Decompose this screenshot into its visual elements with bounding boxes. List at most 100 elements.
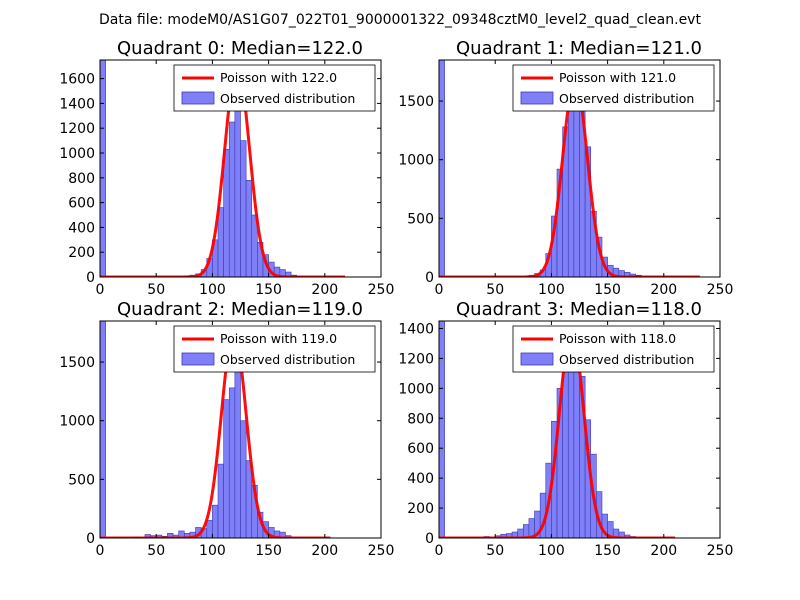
- y-tick-label: 1200: [398, 351, 434, 367]
- legend-bar-swatch: [181, 91, 215, 105]
- x-tick-label: 200: [311, 282, 338, 298]
- y-tick-label: 200: [407, 501, 434, 517]
- y-tick-label: 1600: [59, 72, 95, 88]
- x-tick-label: 200: [650, 282, 677, 298]
- histogram-bar: [439, 60, 445, 277]
- x-tick-label: 200: [311, 543, 338, 559]
- x-tick-label: 200: [650, 543, 677, 559]
- legend-label-observed: Observed distribution: [220, 352, 355, 367]
- histogram-bar: [217, 207, 224, 277]
- y-tick-label: 800: [407, 411, 434, 427]
- histogram-bar: [212, 504, 219, 538]
- histogram-bar: [279, 531, 286, 538]
- x-tick-label: 250: [368, 282, 395, 298]
- y-tick-label: 0: [425, 531, 434, 547]
- x-tick-label: 100: [538, 543, 565, 559]
- y-tick-label: 0: [86, 270, 95, 286]
- x-tick-label: 50: [486, 543, 504, 559]
- legend-label-poisson: Poisson with 122.0: [220, 70, 337, 85]
- legend-label-poisson: Poisson with 119.0: [220, 331, 337, 346]
- x-tick-label: 0: [435, 282, 444, 298]
- y-tick-label: 600: [68, 196, 95, 212]
- y-tick-label: 600: [407, 441, 434, 457]
- x-tick-label: 150: [255, 282, 282, 298]
- y-tick-label: 0: [425, 270, 434, 286]
- x-tick-label: 250: [368, 543, 395, 559]
- x-tick-label: 100: [199, 543, 226, 559]
- y-tick-label: 400: [68, 220, 95, 236]
- legend-bar-swatch: [181, 352, 215, 366]
- poisson-curve: [100, 64, 346, 277]
- y-tick-label: 800: [68, 171, 95, 187]
- plot-area: [439, 321, 676, 538]
- x-tick-label: 50: [486, 282, 504, 298]
- y-tick-label: 1500: [398, 94, 434, 110]
- legend-bar-swatch: [520, 352, 554, 366]
- panel-title-3: Quadrant 3: Median=118.0: [456, 299, 702, 320]
- panel-quadrant-1: Quadrant 1: Median=121.0 0 50 100 150 200 250…: [398, 38, 733, 298]
- x-tick-label: 150: [594, 543, 621, 559]
- legend-label-poisson: Poisson with 118.0: [559, 331, 676, 346]
- x-tick-label: 250: [707, 282, 734, 298]
- panel-quadrant-0: Quadrant 0: Median=122.0 0 50 100 150 200 250…: [59, 38, 394, 298]
- legend-label-observed: Observed distribution: [220, 91, 355, 106]
- histogram-bar: [217, 463, 224, 538]
- x-tick-label: 0: [96, 282, 105, 298]
- histogram-bar: [245, 179, 253, 277]
- y-tick-label: 0: [86, 531, 95, 547]
- histogram-bar: [567, 97, 575, 277]
- histogram-bar: [240, 140, 247, 277]
- legend-label-poisson: Poisson with 121.0: [559, 70, 676, 85]
- axes-frame: [438, 320, 721, 539]
- x-tick-label: 0: [435, 543, 444, 559]
- y-tick-label: 400: [407, 471, 434, 487]
- panel-title-0: Quadrant 0: Median=122.0: [117, 38, 363, 59]
- y-tick-label: 1400: [59, 96, 95, 112]
- poisson-curve: [100, 329, 331, 538]
- plot-area: [100, 60, 346, 277]
- y-tick-label: 1000: [398, 381, 434, 397]
- axes-frame: [99, 320, 382, 539]
- histogram-bar: [228, 387, 236, 538]
- histogram-bar: [234, 100, 241, 277]
- histogram-bar: [234, 368, 241, 538]
- histogram-bar: [285, 271, 292, 277]
- panel-quadrant-2: Quadrant 2: Median=119.0 0 50 100 150 200 250…: [59, 299, 394, 559]
- y-tick-label: 1500: [59, 355, 95, 371]
- histogram-bar: [240, 420, 247, 538]
- y-tick-label: 1000: [59, 146, 95, 162]
- legend-label-observed: Observed distribution: [559, 352, 694, 367]
- y-tick-label: 1400: [398, 321, 434, 337]
- histogram-bar: [439, 321, 445, 538]
- histogram-bar: [573, 83, 580, 277]
- x-tick-label: 150: [594, 282, 621, 298]
- axes-frame: [438, 59, 721, 278]
- x-tick-label: 250: [707, 543, 734, 559]
- axes-frame: [99, 59, 382, 278]
- y-tick-label: 1200: [59, 121, 95, 137]
- x-tick-label: 0: [96, 543, 105, 559]
- legend-bar-swatch: [520, 91, 554, 105]
- histogram-bar: [100, 321, 106, 538]
- panel-quadrant-3: Quadrant 3: Median=118.0 0 50 100 150 200 250…: [398, 299, 733, 559]
- poisson-curve: [439, 328, 676, 538]
- legend-label-observed: Observed distribution: [559, 91, 694, 106]
- y-tick-label: 500: [407, 211, 434, 227]
- histogram-bar: [100, 60, 106, 277]
- x-tick-label: 50: [147, 282, 165, 298]
- x-tick-label: 100: [538, 282, 565, 298]
- histogram-bar: [206, 520, 213, 538]
- y-tick-label: 1000: [398, 153, 434, 169]
- histogram-bar: [228, 121, 236, 277]
- y-tick-label: 500: [68, 472, 95, 488]
- histogram-bar: [223, 148, 230, 277]
- x-tick-label: 50: [147, 543, 165, 559]
- x-tick-label: 150: [255, 543, 282, 559]
- figure-suptitle: Data file: modeM0/AS1G07_022T01_90000013…: [99, 12, 701, 28]
- panel-title-1: Quadrant 1: Median=121.0: [456, 38, 702, 59]
- x-tick-label: 100: [199, 282, 226, 298]
- histogram-bar: [223, 399, 230, 538]
- panel-title-2: Quadrant 2: Median=119.0: [117, 299, 363, 320]
- histogram-bar: [522, 524, 530, 538]
